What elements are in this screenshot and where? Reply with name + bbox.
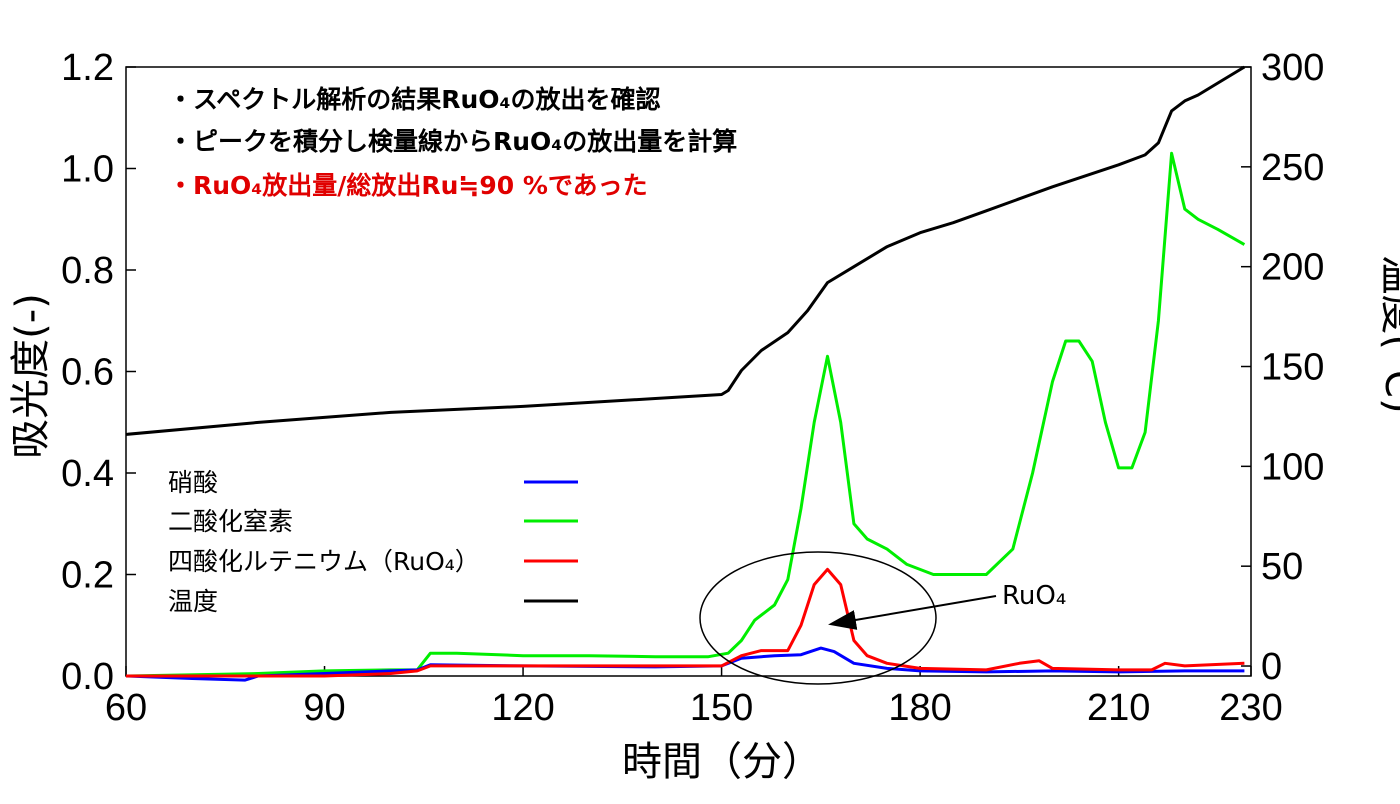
left-tick-label: 0.0 [61, 656, 114, 698]
left-tick-label: 0.4 [61, 453, 114, 495]
annotation-arrow [828, 595, 997, 630]
x-tick-label: 120 [491, 687, 554, 729]
right-tick-label: 300 [1261, 47, 1324, 89]
note-1: ・スペクトル解析の結果RuO₄の放出を確認 [168, 85, 661, 114]
x-axis-ticks: 60 90 120 150 180 210 230 [105, 666, 1283, 729]
plot-frame [125, 66, 1252, 677]
left-tick-label: 0.8 [61, 250, 114, 292]
x-tick-label: 210 [1087, 687, 1150, 729]
annotation-label: RuO₄ [1002, 581, 1066, 611]
x-tick-label: 180 [888, 687, 951, 729]
left-tick-label: 0.2 [61, 555, 114, 597]
y-right-axis-title: 温度(°C) [1376, 254, 1400, 413]
note-2: ・ピークを積分し検量線からRuO₄の放出量を計算 [168, 127, 737, 156]
series-group [125, 65, 1246, 682]
series-line-2 [126, 567, 1245, 678]
note-3: ・RuO₄放出量/総放出Ru≒90 %であった [168, 171, 648, 200]
left-tick-label: 1.0 [61, 149, 114, 191]
x-tick-label: 230 [1219, 687, 1282, 729]
series-line-0 [125, 646, 1245, 682]
legend-label: 二酸化窒素 [168, 507, 293, 536]
annotation-ellipse [699, 551, 937, 685]
right-tick-label: 100 [1261, 446, 1324, 488]
right-tick-label: 200 [1261, 247, 1324, 289]
left-tick-label: 1.2 [61, 47, 114, 89]
left-tick-label: 0.6 [61, 352, 114, 394]
x-tick-label: 90 [303, 687, 345, 729]
x-tick-label: 60 [105, 687, 147, 729]
right-tick-label: 250 [1261, 147, 1324, 189]
right-tick-label: 0 [1261, 646, 1282, 688]
series-line-3 [125, 65, 1246, 436]
right-tick-label: 50 [1261, 546, 1303, 588]
right-tick-label: 150 [1261, 347, 1324, 389]
x-axis-title: 時間（分） [622, 739, 822, 785]
x-tick-label: 150 [690, 687, 753, 729]
legend-label: 硝酸 [168, 468, 218, 497]
left-axis-ticks: 0.0 0.2 0.4 0.6 0.8 1.0 1.2 [61, 47, 136, 698]
legend-label: 温度 [168, 587, 218, 616]
legend-label: 四酸化ルテニウム（RuO₄） [168, 547, 480, 576]
right-axis-ticks: 0 50 100 150 200 250 300 [1241, 47, 1324, 688]
y-left-axis-title: 吸光度(-) [8, 293, 54, 459]
series-line-1 [125, 151, 1246, 678]
